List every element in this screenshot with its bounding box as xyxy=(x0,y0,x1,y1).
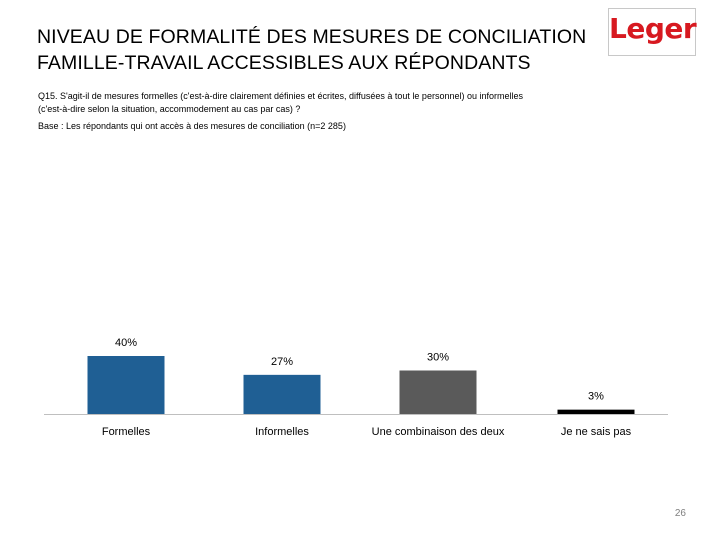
question-text-line-2: (c'est-à-dire selon la situation, accomm… xyxy=(38,104,301,114)
logo-text: Leger xyxy=(609,12,697,45)
bar-1 xyxy=(87,356,165,414)
page-title-line-1: NIVEAU DE FORMALITÉ DES MESURES DE CONCI… xyxy=(37,26,587,48)
category-label-2: Informelles xyxy=(255,426,309,438)
category-label-4: Je ne sais pas xyxy=(561,426,632,438)
question-block: Q15. S'agit-il de mesures formelles (c'e… xyxy=(38,90,638,133)
page-number: 26 xyxy=(674,508,686,519)
data-label-3: 30% xyxy=(427,352,449,364)
bar-3 xyxy=(399,370,477,414)
data-label-1: 40% xyxy=(115,337,137,349)
page-title-line-2: FAMILLE-TRAVAIL ACCESSIBLES AUX RÉPONDAN… xyxy=(37,52,531,74)
data-label-2: 27% xyxy=(271,356,293,368)
category-label-3: Une combinaison des deux xyxy=(372,426,505,438)
leger-logo: Leger xyxy=(608,8,697,56)
category-label-1: Formelles xyxy=(102,426,151,438)
question-text-line-1: Q15. S'agit-il de mesures formelles (c'e… xyxy=(38,91,523,101)
question-base: Base : Les répondants qui ont accès à de… xyxy=(38,121,346,131)
data-label-4: 3% xyxy=(588,391,604,403)
bar-4 xyxy=(557,409,635,414)
bar-2 xyxy=(243,374,321,414)
page-title: NIVEAU DE FORMALITÉ DES MESURES DE CONCI… xyxy=(37,24,597,76)
